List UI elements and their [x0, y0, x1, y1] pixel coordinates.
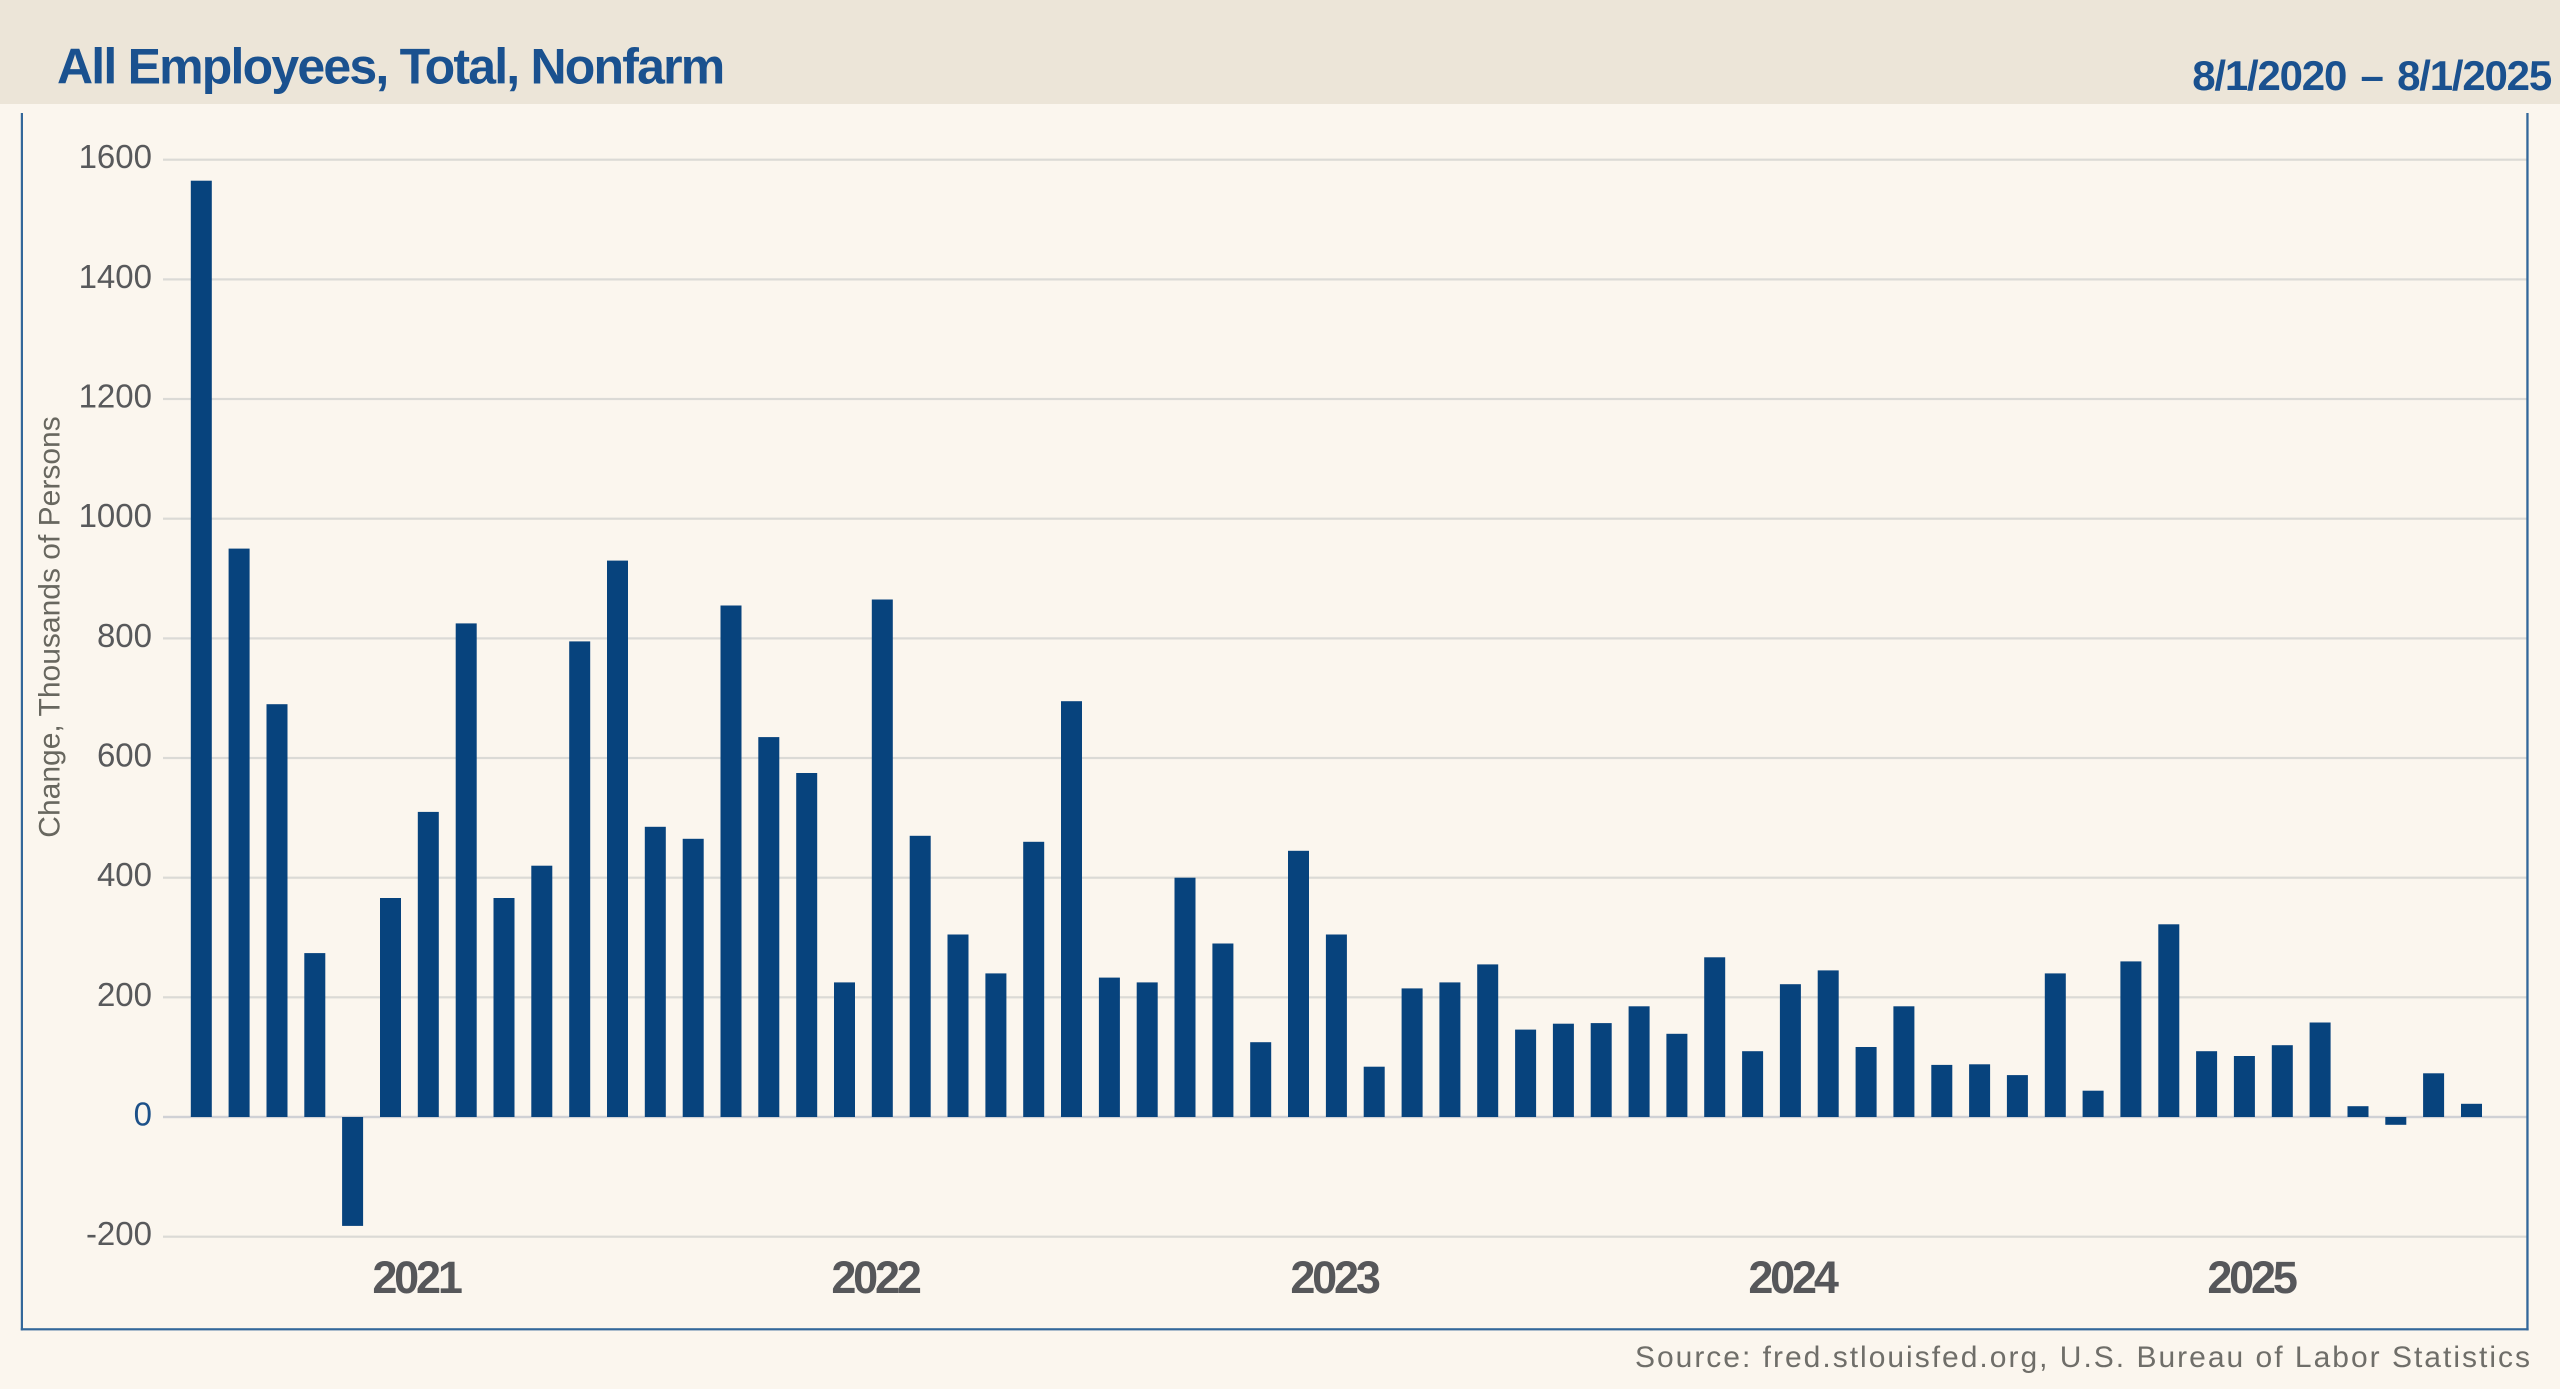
svg-text:1400: 1400 [79, 258, 152, 295]
svg-text:2023: 2023 [1290, 1252, 1379, 1303]
svg-text:8/1/2020 – 8/1/2025: 8/1/2020 – 8/1/2025 [2192, 52, 2552, 99]
svg-text:800: 800 [97, 617, 152, 654]
svg-text:-200: -200 [86, 1215, 152, 1252]
svg-text:Source: fred.stlouisfed.org, U: Source: fred.stlouisfed.org, U.S. Bureau… [1635, 1341, 2532, 1374]
svg-text:0: 0 [134, 1096, 152, 1133]
svg-text:2025: 2025 [2207, 1252, 2296, 1303]
svg-text:Change, Thousands of Persons: Change, Thousands of Persons [34, 416, 67, 837]
svg-text:1200: 1200 [79, 378, 152, 415]
svg-text:2024: 2024 [1748, 1252, 1838, 1303]
svg-text:1600: 1600 [79, 138, 152, 175]
svg-text:400: 400 [97, 856, 152, 893]
svg-text:600: 600 [97, 737, 152, 774]
svg-text:200: 200 [97, 976, 152, 1013]
svg-text:2021: 2021 [372, 1252, 461, 1303]
svg-text:All Employees, Total, Nonfarm: All Employees, Total, Nonfarm [57, 39, 723, 95]
svg-text:1000: 1000 [79, 497, 152, 534]
svg-text:2022: 2022 [831, 1252, 920, 1303]
